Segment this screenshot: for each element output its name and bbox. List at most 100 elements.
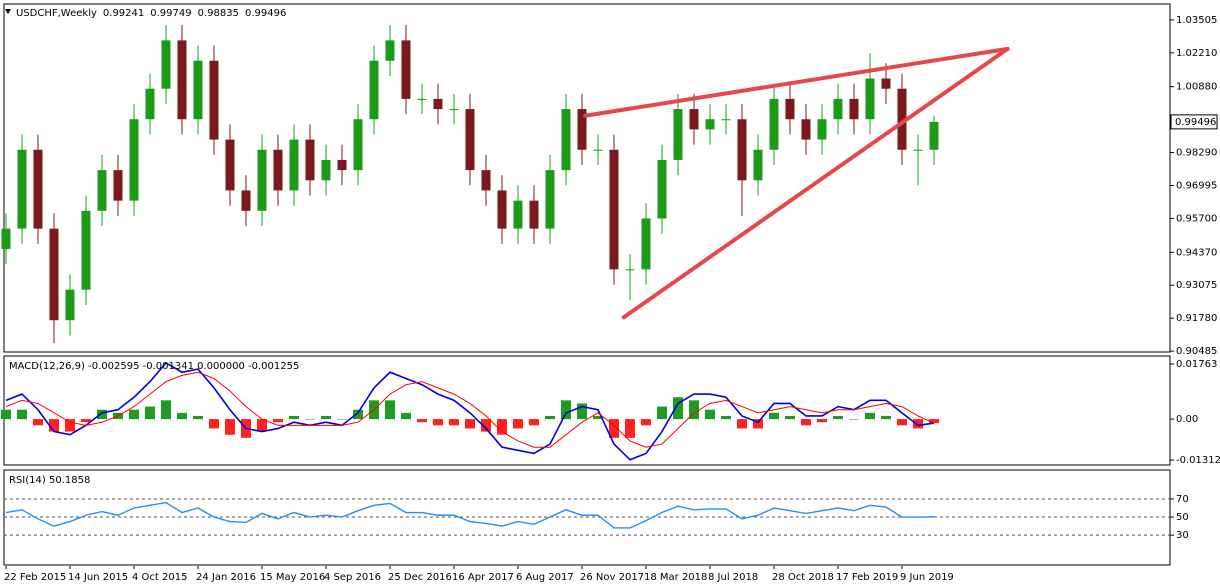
macd-histogram-bar xyxy=(625,419,635,438)
indicator-title: RSI(14) 50.1858 xyxy=(9,475,90,486)
y-tick-label: 0.94370 xyxy=(1176,247,1217,258)
menu-arrow[interactable] xyxy=(5,9,11,14)
macd-histogram-bar xyxy=(465,419,475,429)
candle-body xyxy=(369,60,379,120)
macd-histogram-bar xyxy=(33,419,43,426)
macd-histogram-bar xyxy=(481,419,491,432)
x-tick-label: 25 Dec 2016 xyxy=(388,572,452,583)
candle-body xyxy=(321,159,331,181)
candle-body xyxy=(417,98,427,100)
macd-histogram-bar xyxy=(65,419,75,432)
candle-body xyxy=(193,60,203,120)
x-tick-label: 6 Aug 2017 xyxy=(516,572,574,583)
macd-histogram-bar xyxy=(161,400,171,420)
macd-histogram-bar xyxy=(401,412,411,420)
macd-histogram-bar xyxy=(145,406,155,420)
macd-histogram-bar xyxy=(673,397,683,420)
candle-body xyxy=(145,88,155,120)
candle-body xyxy=(129,119,139,201)
macd-histogram-bar xyxy=(785,415,795,420)
macd-histogram-bar xyxy=(321,415,331,420)
candle-body xyxy=(881,78,891,89)
x-tick-label: 14 Jun 2015 xyxy=(68,572,128,583)
macd-histogram-bar xyxy=(817,419,827,423)
x-tick-label: 24 Jan 2016 xyxy=(196,572,256,583)
candle-body xyxy=(817,119,827,140)
symbol-timeframe: USDCHF,Weekly xyxy=(16,8,97,19)
candle-body xyxy=(257,149,267,211)
candle-body xyxy=(705,119,715,130)
macd-line xyxy=(5,361,935,461)
candle-body xyxy=(865,78,875,120)
candle-body xyxy=(561,109,571,171)
macd-histogram-bar xyxy=(689,400,699,420)
candle-body xyxy=(721,119,731,121)
chart-title: USDCHF,Weekly 0.99241 0.99749 0.98835 0.9949… xyxy=(16,8,286,19)
ohlc-value: 0.98835 xyxy=(198,8,239,19)
macd-histogram-bar xyxy=(257,419,267,432)
candle-body xyxy=(273,149,283,191)
macd-histogram-bar xyxy=(737,419,747,429)
macd-histogram-bar xyxy=(225,419,235,435)
macd-histogram-bar xyxy=(753,419,763,429)
macd-histogram-bar xyxy=(17,409,27,420)
y-tick-label: 50 xyxy=(1176,512,1189,523)
macd-histogram-bar xyxy=(561,400,571,420)
candle-body xyxy=(401,40,411,99)
candle-body xyxy=(737,119,747,181)
macd-histogram-bar xyxy=(657,406,667,420)
candle-body xyxy=(929,121,939,150)
macd-histogram-bar xyxy=(545,415,555,420)
macd-histogram-bar xyxy=(513,419,523,429)
candle-body xyxy=(689,109,699,130)
macd-histogram-bar xyxy=(129,409,139,420)
y-tick-label: 1.00880 xyxy=(1176,82,1217,93)
macd-histogram-bar xyxy=(641,419,651,426)
candle-body xyxy=(161,40,171,89)
y-tick-label: 1.03505 xyxy=(1176,15,1217,26)
y-tick-label: -0.01312 xyxy=(1176,455,1220,466)
candle-body xyxy=(497,190,507,229)
candle-body xyxy=(97,170,107,211)
y-tick-label: 1.02210 xyxy=(1176,48,1217,59)
x-tick-label: 15 May 2016 xyxy=(260,572,325,583)
y-tick-label: 0.91780 xyxy=(1176,313,1217,324)
macd-histogram-bar xyxy=(385,400,395,420)
y-tick-label: 0.96995 xyxy=(1176,181,1217,192)
candle-body xyxy=(433,98,443,110)
ohlc-value: 0.99241 xyxy=(103,8,144,19)
candle-body xyxy=(545,170,555,229)
macd-histogram-bar xyxy=(721,415,731,420)
candle-body xyxy=(385,40,395,61)
candle-body xyxy=(241,190,251,211)
candle-body xyxy=(465,109,475,171)
x-tick-label: 18 Mar 2018 xyxy=(644,572,707,583)
candle-body xyxy=(833,98,843,120)
candle-body xyxy=(481,170,491,191)
candle-body xyxy=(673,109,683,160)
macd-histogram-bar xyxy=(609,419,619,438)
panel-frame xyxy=(3,3,1171,353)
macd-histogram-bar xyxy=(593,415,603,420)
indicator-title: MACD(12,26,9) -0.002595 -0.001341 0.0000… xyxy=(9,361,299,372)
macd-histogram-bar xyxy=(497,419,507,435)
rsi-line xyxy=(5,501,935,529)
macd-histogram-bar xyxy=(353,409,363,420)
candle-body xyxy=(657,159,667,219)
trendline xyxy=(583,46,1010,118)
candle-body xyxy=(17,149,27,229)
x-tick-label: 28 Oct 2018 xyxy=(772,572,834,583)
x-tick-label: 16 Apr 2017 xyxy=(452,572,514,583)
macd-histogram-bar xyxy=(305,419,315,420)
macd-histogram-bar xyxy=(433,419,443,426)
signal-line xyxy=(5,371,935,448)
current-price-box xyxy=(1170,114,1218,130)
candle-body xyxy=(33,149,43,229)
macd-histogram-bar xyxy=(865,412,875,420)
candle-body xyxy=(529,200,539,229)
candle-body xyxy=(337,159,347,171)
candle-body xyxy=(305,139,315,181)
candle-body xyxy=(65,289,75,321)
y-tick-label: 70 xyxy=(1176,494,1189,505)
